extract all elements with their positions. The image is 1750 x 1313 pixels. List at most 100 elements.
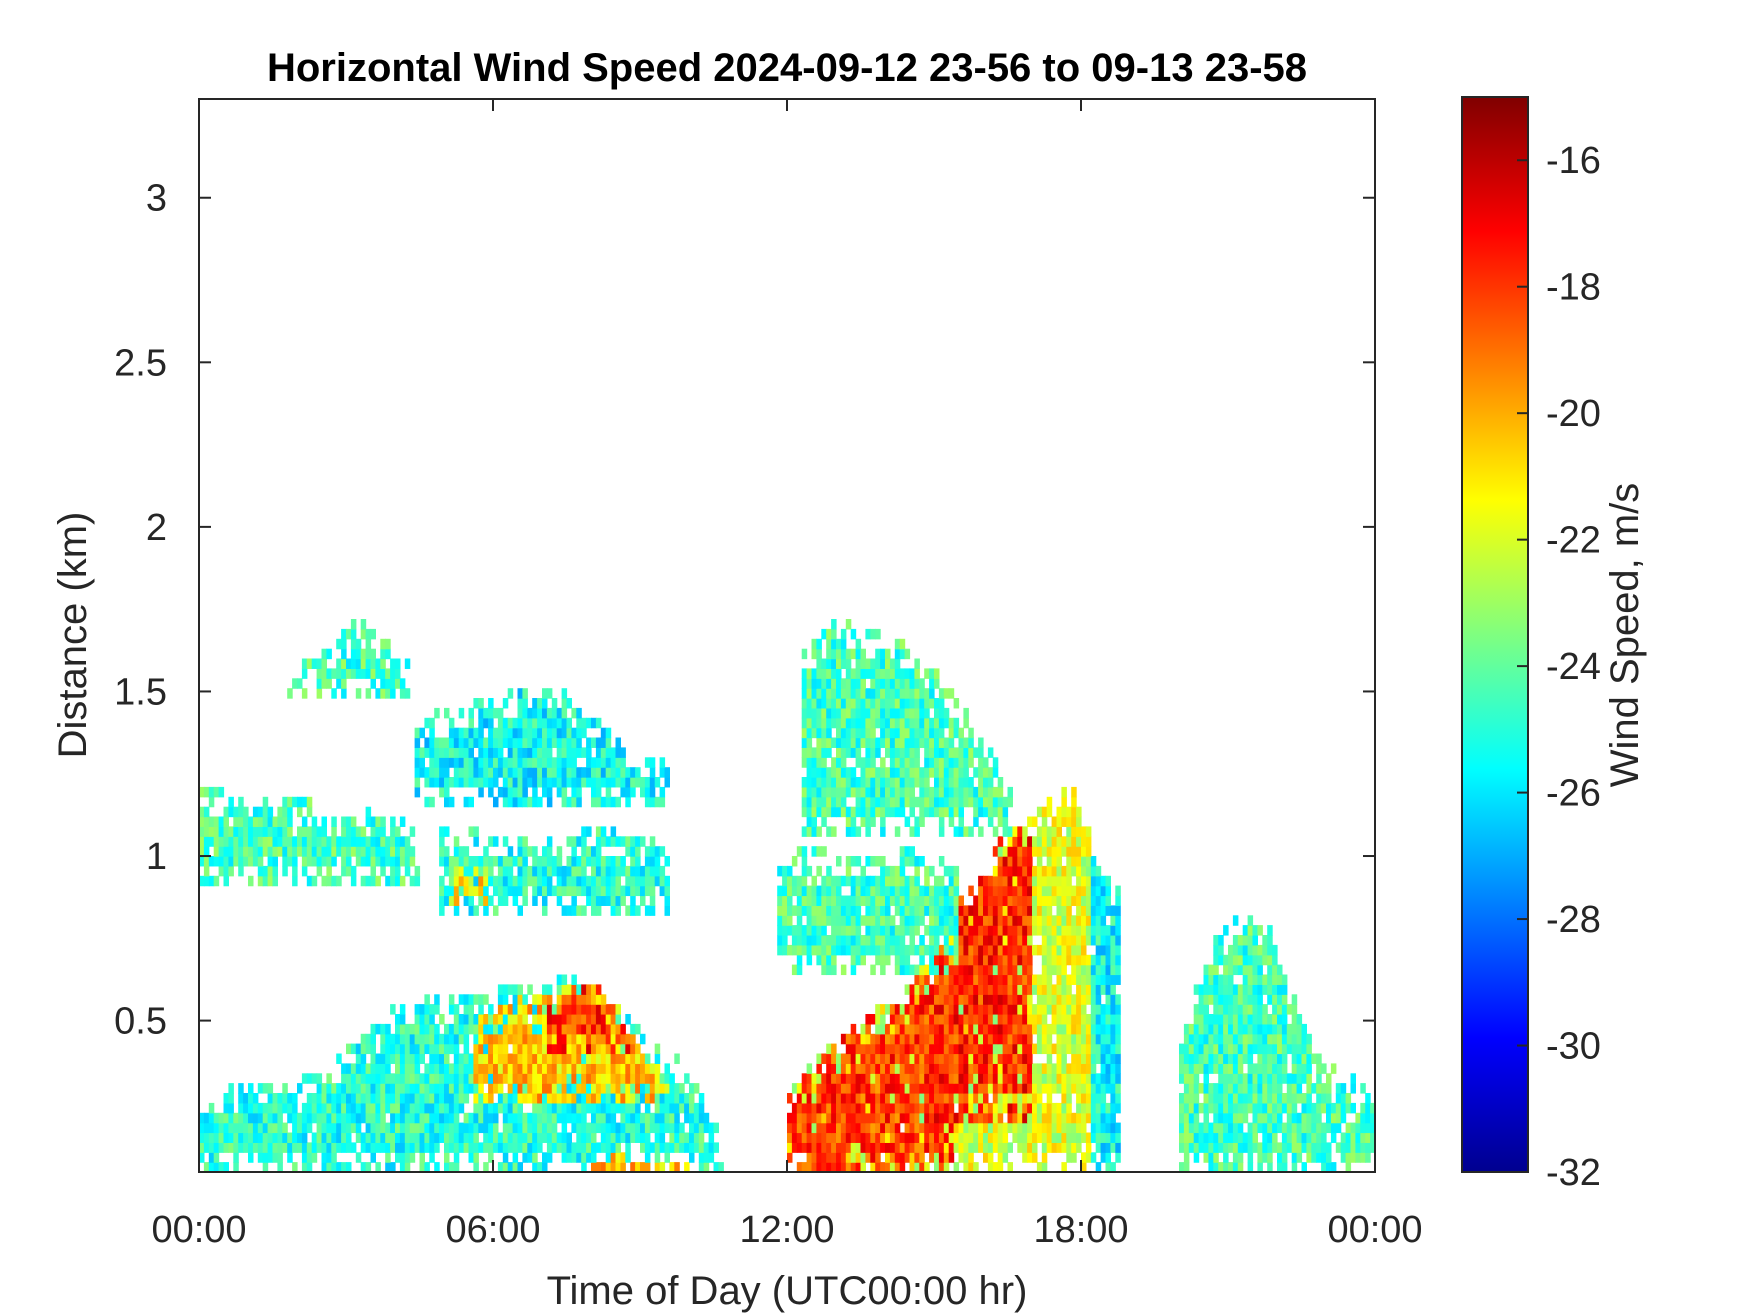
heatmap-cell xyxy=(1188,1023,1195,1035)
heatmap-cell xyxy=(238,826,244,837)
heatmap-cell xyxy=(233,1122,239,1134)
heatmap-cell xyxy=(370,836,376,847)
heatmap-cell xyxy=(282,1132,288,1143)
heatmap-cell xyxy=(1110,925,1116,936)
heatmap-cell xyxy=(203,875,210,887)
heatmap-cell xyxy=(1115,1063,1121,1074)
heatmap-cell xyxy=(1051,816,1058,827)
heatmap-cell xyxy=(1183,1093,1190,1104)
heatmap-cell xyxy=(1213,1053,1219,1064)
heatmap-cell xyxy=(1105,984,1111,995)
heatmap-cell xyxy=(914,727,920,739)
heatmap-cell xyxy=(1247,915,1254,926)
heatmap-cell xyxy=(899,1063,906,1074)
heatmap-cell xyxy=(1350,1132,1356,1143)
heatmap-cell xyxy=(1272,1083,1278,1094)
heatmap-cell xyxy=(1291,994,1298,1005)
heatmap-cell xyxy=(399,1093,406,1104)
heatmap-cell xyxy=(517,786,523,798)
heatmap-cell xyxy=(1095,974,1102,985)
heatmap-cell xyxy=(992,895,999,906)
heatmap-cell xyxy=(1081,1053,1087,1064)
heatmap-cell xyxy=(571,1004,577,1015)
heatmap-cell xyxy=(914,777,920,788)
heatmap-cell xyxy=(1193,1132,1200,1143)
heatmap-cell xyxy=(1198,1004,1205,1015)
heatmap-cell xyxy=(958,1122,964,1134)
heatmap-cell xyxy=(600,1112,607,1124)
heatmap-cell xyxy=(561,1093,568,1104)
heatmap-cell xyxy=(399,1112,406,1124)
heatmap-cell xyxy=(644,777,651,788)
heatmap-cell xyxy=(924,1162,930,1173)
heatmap-cell xyxy=(924,1142,930,1153)
heatmap-cell xyxy=(458,1033,465,1045)
heatmap-cell xyxy=(1076,935,1082,946)
heatmap-cell xyxy=(840,1162,847,1173)
heatmap-cell xyxy=(556,1053,563,1064)
heatmap-cell xyxy=(1007,1112,1013,1124)
heatmap-cell xyxy=(831,895,837,906)
heatmap-cell xyxy=(889,915,896,926)
heatmap-cell xyxy=(591,875,597,887)
heatmap-cell xyxy=(243,806,249,818)
heatmap-cell xyxy=(625,836,631,847)
heatmap-cell xyxy=(929,1122,935,1134)
heatmap-cell xyxy=(551,1132,558,1143)
heatmap-cell xyxy=(1061,915,1067,926)
heatmap-cell xyxy=(978,1004,984,1015)
heatmap-cell xyxy=(228,865,234,877)
heatmap-cell xyxy=(595,1102,602,1114)
heatmap-cell xyxy=(1198,1023,1205,1035)
heatmap-cell xyxy=(468,757,474,768)
heatmap-cell xyxy=(875,1043,881,1055)
heatmap-cell xyxy=(983,925,989,936)
heatmap-cell xyxy=(1115,1102,1121,1114)
heatmap-cell xyxy=(644,865,651,877)
heatmap-cell xyxy=(360,875,367,887)
heatmap-cell xyxy=(845,1073,852,1084)
heatmap-cell xyxy=(1252,935,1258,946)
heatmap-cell xyxy=(478,1102,484,1114)
heatmap-cell xyxy=(831,806,837,818)
heatmap-cell xyxy=(1242,954,1249,966)
heatmap-cell xyxy=(537,1023,543,1035)
heatmap-cell xyxy=(836,935,842,946)
heatmap-cell xyxy=(365,856,372,867)
heatmap-cell xyxy=(669,1073,675,1084)
heatmap-cell xyxy=(860,1073,866,1084)
heatmap-cell xyxy=(1066,905,1072,916)
heatmap-cell xyxy=(287,1152,293,1163)
heatmap-cell xyxy=(439,846,445,857)
heatmap-cell xyxy=(1223,1093,1229,1104)
heatmap-cell xyxy=(223,1112,229,1124)
heatmap-cell xyxy=(845,737,852,748)
heatmap-cell xyxy=(341,1122,347,1134)
heatmap-cell xyxy=(1027,1112,1033,1124)
heatmap-cell xyxy=(434,994,440,1005)
heatmap-cell xyxy=(306,875,313,887)
heatmap-cell xyxy=(561,974,568,985)
heatmap-cell xyxy=(914,1053,920,1064)
heatmap-cell xyxy=(306,1093,313,1104)
heatmap-cell xyxy=(919,1102,925,1114)
heatmap-cell xyxy=(840,1053,847,1064)
heatmap-cell xyxy=(512,1122,519,1134)
heatmap-cell xyxy=(875,935,881,946)
heatmap-cell xyxy=(1213,1083,1219,1094)
heatmap-cell xyxy=(880,1004,886,1015)
heatmap-cell xyxy=(1237,984,1244,995)
heatmap-cell xyxy=(556,895,563,906)
heatmap-cell xyxy=(938,747,945,758)
heatmap-cell xyxy=(493,1053,499,1064)
heatmap-cell xyxy=(938,856,945,867)
heatmap-cell xyxy=(1081,1033,1087,1045)
heatmap-cell xyxy=(512,1162,519,1173)
heatmap-cell xyxy=(233,1112,239,1124)
heatmap-cell xyxy=(551,757,558,768)
heatmap-cell xyxy=(894,1122,901,1134)
heatmap-cell xyxy=(1046,846,1053,857)
heatmap-cell xyxy=(840,895,847,906)
heatmap-cell xyxy=(654,856,661,867)
heatmap-cell xyxy=(350,1122,357,1134)
